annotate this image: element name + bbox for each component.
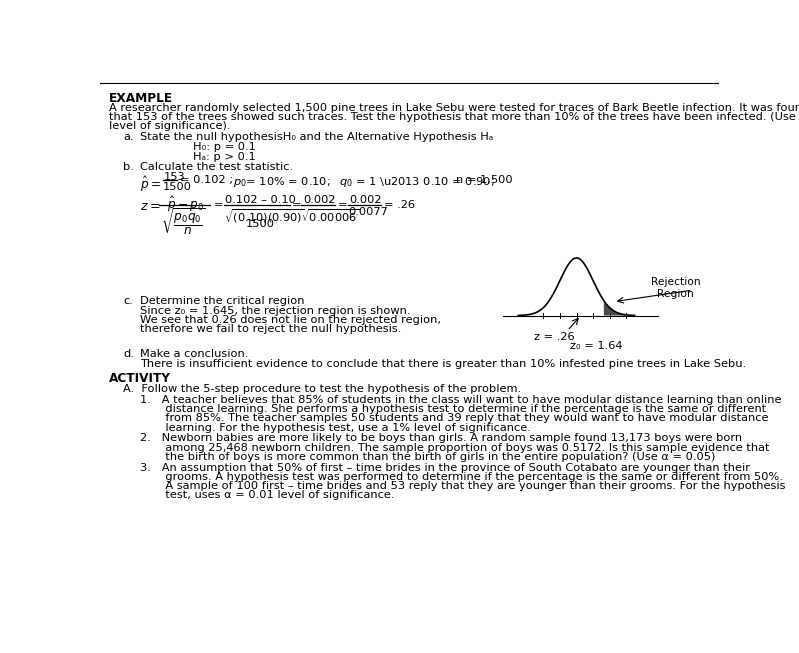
Text: n = 1,500: n = 1,500 [456, 174, 513, 185]
Text: 2.   Newborn babies are more likely to be boys than girls. A random sample found: 2. Newborn babies are more likely to be … [140, 434, 742, 443]
Text: $z=$: $z=$ [140, 200, 161, 213]
Text: $\hat{p}=$: $\hat{p}=$ [140, 174, 161, 194]
Text: among 25,468 newborn children. The sample proportion of boys was 0.5172. Is this: among 25,468 newborn children. The sampl… [140, 443, 769, 453]
Text: 3.   An assumption that 50% of first – time brides in the province of South Cota: 3. An assumption that 50% of first – tim… [140, 462, 750, 473]
Text: 0.002: 0.002 [303, 195, 336, 206]
Text: = 0.102 ;: = 0.102 ; [181, 174, 233, 185]
Text: = .26: = .26 [384, 200, 415, 210]
Text: A.  Follow the 5-step procedure to test the hypothesis of the problem.: A. Follow the 5-step procedure to test t… [123, 384, 521, 394]
Text: level of significance).: level of significance). [109, 121, 231, 131]
Text: $q_0$ = 1 \u2013 0.10 = 0.90;: $q_0$ = 1 \u2013 0.10 = 0.90; [339, 174, 495, 189]
Text: ACTIVITY: ACTIVITY [109, 372, 171, 385]
Text: 0.0077: 0.0077 [348, 207, 388, 217]
Text: =: = [338, 200, 348, 210]
Text: $\hat{p}-p_0$: $\hat{p}-p_0$ [166, 195, 204, 214]
Text: 1500: 1500 [163, 182, 192, 191]
Text: 153: 153 [165, 172, 186, 182]
Text: State the null hypothesisH₀ and the Alternative Hypothesis Hₐ: State the null hypothesisH₀ and the Alte… [140, 133, 494, 142]
Text: There is insufficient evidence to conclude that there is greater than 10% infest: There is insufficient evidence to conclu… [140, 358, 746, 369]
Text: Determine the critical region: Determine the critical region [140, 296, 304, 306]
Text: d.: d. [123, 349, 134, 359]
Text: test, uses α = 0.01 level of significance.: test, uses α = 0.01 level of significanc… [140, 490, 395, 500]
Text: z = .26: z = .26 [534, 332, 574, 342]
Text: =: = [292, 200, 301, 210]
Text: 0.102 – 0.10: 0.102 – 0.10 [225, 195, 296, 206]
Text: Since z₀ = 1.645, the rejection region is shown.: Since z₀ = 1.645, the rejection region i… [140, 306, 411, 315]
Text: =: = [214, 200, 223, 210]
Text: learning. For the hypothesis test, use a 1% level of significance.: learning. For the hypothesis test, use a… [140, 422, 531, 432]
Text: Hₐ: p > 0.1: Hₐ: p > 0.1 [193, 151, 256, 161]
Text: $\sqrt{\dfrac{p_0 q_0}{n}}$: $\sqrt{\dfrac{p_0 q_0}{n}}$ [161, 207, 205, 237]
Text: b.: b. [123, 161, 134, 172]
Text: $p_0$= 10% = 0.10;: $p_0$= 10% = 0.10; [233, 174, 331, 189]
Text: Make a conclusion.: Make a conclusion. [140, 349, 248, 359]
Text: EXAMPLE: EXAMPLE [109, 92, 173, 105]
Polygon shape [604, 300, 634, 315]
Text: c.: c. [123, 296, 133, 306]
Text: therefore we fail to reject the null hypothesis.: therefore we fail to reject the null hyp… [140, 324, 402, 334]
Text: 0.002: 0.002 [349, 195, 382, 206]
Text: distance learning. She performs a hypothesis test to determine if the percentage: distance learning. She performs a hypoth… [140, 404, 766, 414]
Text: H₀: p = 0.1: H₀: p = 0.1 [193, 142, 256, 152]
Text: We see that 0.26 does not lie on the rejected region,: We see that 0.26 does not lie on the rej… [140, 315, 441, 325]
Text: the birth of boys is more common than the birth of girls in the entire populatio: the birth of boys is more common than th… [140, 452, 716, 462]
Text: a.: a. [123, 133, 133, 142]
Text: grooms. A hypothesis test was performed to determine if the percentage is the sa: grooms. A hypothesis test was performed … [140, 472, 783, 482]
Text: $\sqrt{0.00006}$: $\sqrt{0.00006}$ [301, 207, 360, 224]
Text: $\sqrt{(0.10)(0.90)}$: $\sqrt{(0.10)(0.90)}$ [224, 207, 304, 225]
Text: A researcher randomly selected 1,500 pine trees in Lake Sebu were tested for tra: A researcher randomly selected 1,500 pin… [109, 103, 799, 113]
Text: 1500: 1500 [245, 219, 275, 229]
Text: A sample of 100 first – time brides and 53 reply that they are younger than thei: A sample of 100 first – time brides and … [140, 481, 785, 491]
Text: from 85%. The teacher samples 50 students and 39 reply that they would want to h: from 85%. The teacher samples 50 student… [140, 413, 769, 423]
Text: 1.   A teacher believes that 85% of students in the class will want to have modu: 1. A teacher believes that 85% of studen… [140, 395, 781, 405]
Text: Calculate the test statistic.: Calculate the test statistic. [140, 161, 293, 172]
Text: z₀ = 1.64: z₀ = 1.64 [570, 341, 622, 351]
Text: that 153 of the trees showed such traces. Test the hypothesis that more than 10%: that 153 of the trees showed such traces… [109, 112, 799, 122]
Text: Rejection
Region: Rejection Region [651, 277, 701, 298]
